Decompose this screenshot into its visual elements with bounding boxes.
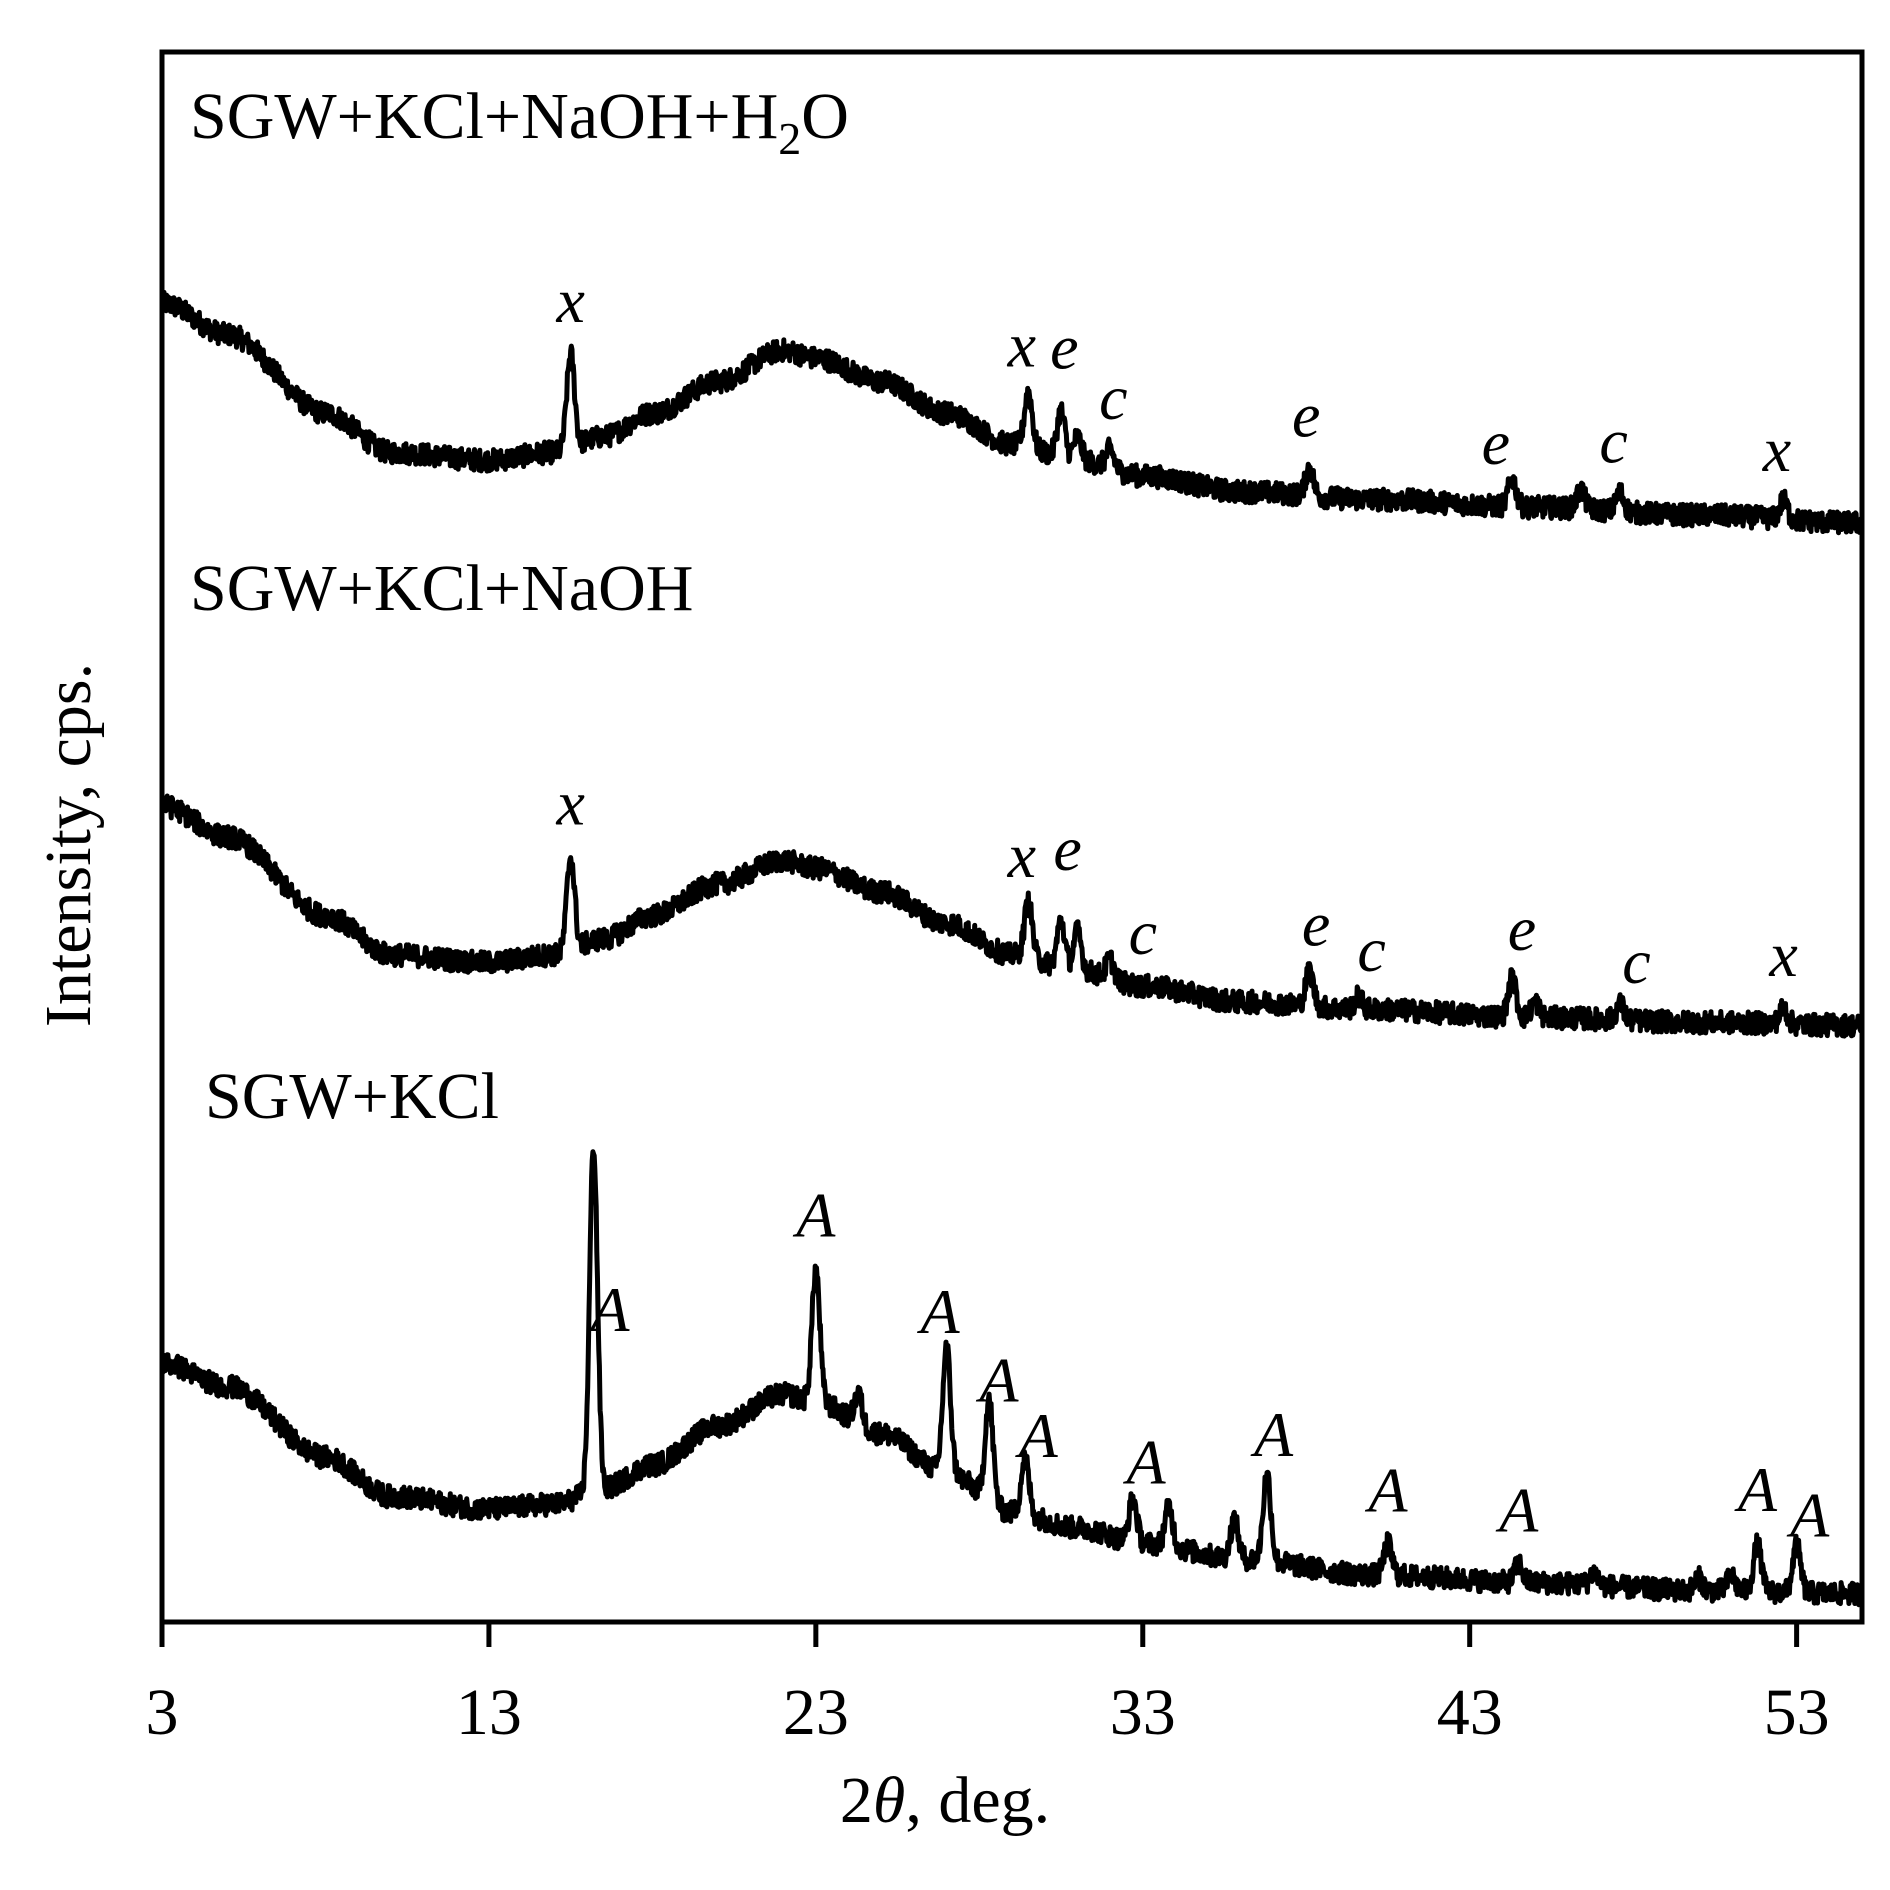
peak-annotation: e xyxy=(1508,893,1536,964)
peak-annotation: A xyxy=(1495,1475,1539,1546)
plot-frame xyxy=(159,49,1865,1625)
peak-annotation: x xyxy=(1762,414,1791,485)
plot-border xyxy=(159,49,1865,1625)
peak-annotation: A xyxy=(1364,1455,1408,1526)
y-axis-label: Intensity, cps. xyxy=(32,663,105,1027)
peak-annotation: c xyxy=(1099,362,1127,433)
peak-annotation: c xyxy=(1599,406,1627,477)
series-line xyxy=(159,1149,1865,1608)
x-tick-label: 23 xyxy=(783,1676,849,1749)
peak-annotation: c xyxy=(1622,926,1650,997)
peak-annotation: x xyxy=(555,265,584,336)
peak-annotation: A xyxy=(1015,1400,1059,1471)
series-layer xyxy=(159,289,1865,1608)
series-line xyxy=(159,289,1865,536)
peak-annotation: A xyxy=(975,1344,1019,1415)
peak-annotation: A xyxy=(1734,1454,1778,1525)
x-axis-label-prefix: 2 xyxy=(840,1764,873,1837)
peak-annotation: x xyxy=(1768,919,1797,990)
x-tick-label: 3 xyxy=(146,1676,179,1749)
peak-annotation: e xyxy=(1482,407,1510,478)
peak-annotation: c xyxy=(1129,897,1157,968)
peak-annotation: A xyxy=(1250,1399,1294,1470)
peak-annotation: A xyxy=(586,1274,630,1345)
peak-annotation: A xyxy=(792,1180,836,1251)
series-name-label: SGW+KCl+NaOH xyxy=(190,552,693,625)
peak-annotation: x xyxy=(1007,820,1036,891)
peak-annotation: e xyxy=(1050,312,1078,383)
x-tick-label: 43 xyxy=(1437,1676,1503,1749)
x-axis-label-symbol: θ xyxy=(873,1764,905,1837)
peak-annotation: e xyxy=(1292,379,1320,450)
peak-annotation: A xyxy=(1786,1479,1830,1550)
x-axis-label: 2θ, deg. xyxy=(840,1764,1050,1837)
x-tick-label: 53 xyxy=(1764,1676,1830,1749)
x-tick-label: 33 xyxy=(1110,1676,1176,1749)
peak-annotation: x xyxy=(1007,310,1036,381)
peak-annotation: c xyxy=(1357,914,1385,985)
peak-annotation: A xyxy=(1122,1426,1166,1497)
peak-annotation: e xyxy=(1302,888,1330,959)
peak-annotation: x xyxy=(555,767,584,838)
series-name-label: SGW+KCl xyxy=(205,1060,499,1133)
series-line xyxy=(159,793,1865,1039)
peak-annotation: e xyxy=(1053,813,1081,884)
x-axis: 3 13 23 33 43 53 xyxy=(146,1622,1830,1749)
peak-annotation: A xyxy=(917,1276,961,1347)
series-name-label: SGW+KCl+NaOH+H2O xyxy=(190,80,849,164)
x-axis-label-suffix: , deg. xyxy=(905,1764,1050,1837)
x-tick-label: 13 xyxy=(456,1676,522,1749)
